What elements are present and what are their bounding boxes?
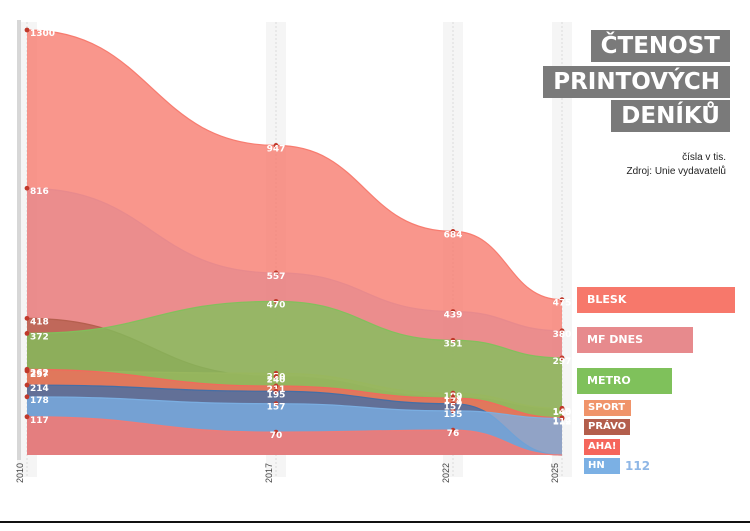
data-point bbox=[24, 185, 30, 191]
bottom-rule bbox=[0, 521, 750, 523]
data-label: 557 bbox=[267, 272, 286, 282]
data-point bbox=[450, 427, 456, 433]
data-point bbox=[273, 383, 279, 389]
data-label: 112 bbox=[553, 417, 572, 427]
data-point bbox=[273, 388, 279, 394]
data-point bbox=[24, 414, 30, 420]
data-point bbox=[450, 390, 456, 396]
data-point bbox=[559, 355, 565, 361]
legend-pravo: PRÁVO bbox=[584, 419, 630, 435]
series-line-mf-dnes bbox=[26, 187, 563, 332]
data-label: 135 bbox=[444, 410, 463, 420]
series-line-aha- bbox=[26, 368, 563, 419]
data-point bbox=[24, 366, 30, 372]
data-point bbox=[559, 297, 565, 303]
data-point bbox=[273, 270, 279, 276]
data-point bbox=[559, 415, 565, 421]
data-label: 177 bbox=[444, 396, 463, 406]
data-point bbox=[559, 406, 565, 412]
data-point bbox=[450, 395, 456, 401]
x-tick-label: 2010 bbox=[15, 463, 25, 483]
data-label: 157 bbox=[444, 403, 463, 413]
data-label: 117 bbox=[30, 416, 49, 426]
legend-hn: HN bbox=[584, 458, 620, 474]
data-label: 114 bbox=[553, 417, 572, 427]
data-point bbox=[273, 401, 279, 407]
series-area-hn-base- bbox=[27, 416, 562, 455]
data-label: 214 bbox=[30, 384, 49, 394]
series-line-hn bbox=[26, 396, 563, 419]
data-label: 140 bbox=[553, 408, 572, 418]
data-label: 684 bbox=[444, 230, 463, 240]
data-point bbox=[24, 27, 30, 33]
data-label: 439 bbox=[444, 310, 463, 320]
data-label: 240 bbox=[267, 376, 286, 386]
source-note: Zdroj: Unie vydavatelů bbox=[626, 166, 727, 177]
x-tick-label: 2017 bbox=[264, 463, 274, 483]
data-label: 297 bbox=[553, 357, 572, 367]
series-line-hn-base- bbox=[26, 416, 563, 456]
chart-title-line-1: ČTENOST bbox=[590, 30, 730, 62]
data-label: 70 bbox=[270, 431, 283, 441]
data-point bbox=[450, 228, 456, 234]
data-label: 372 bbox=[30, 332, 49, 342]
left-axis bbox=[17, 20, 21, 460]
data-point bbox=[24, 394, 30, 400]
data-point bbox=[24, 330, 30, 336]
data-point bbox=[450, 401, 456, 407]
data-point bbox=[24, 382, 30, 388]
data-label: 947 bbox=[267, 144, 286, 154]
data-label: 470 bbox=[267, 300, 286, 310]
data-label: 351 bbox=[444, 339, 463, 349]
data-label: 178 bbox=[30, 396, 49, 406]
data-point bbox=[450, 408, 456, 414]
data-point bbox=[273, 298, 279, 304]
chart-title-line-3: DENÍKŮ bbox=[611, 100, 730, 132]
legend-blesk: BLESK bbox=[577, 287, 735, 313]
series-line-metro bbox=[26, 300, 563, 359]
data-label: 380 bbox=[553, 330, 572, 340]
series-line-blesk bbox=[26, 29, 563, 301]
data-point bbox=[273, 429, 279, 435]
data-label: 157 bbox=[267, 403, 286, 413]
data-label: 262 bbox=[30, 368, 49, 378]
data-point bbox=[273, 143, 279, 148]
data-label: 1300 bbox=[30, 29, 55, 39]
data-label: 257 bbox=[30, 370, 49, 380]
legend-aha: AHA! bbox=[584, 439, 620, 455]
x-tick-label: 2022 bbox=[441, 463, 451, 483]
legend-sport: SPORT bbox=[584, 400, 631, 416]
units-note: čísla v tis. bbox=[682, 152, 726, 163]
data-point bbox=[450, 337, 456, 343]
data-point bbox=[24, 315, 30, 321]
data-point bbox=[273, 374, 279, 379]
data-label: 418 bbox=[30, 317, 49, 327]
data-point bbox=[450, 309, 456, 314]
legend-hn-value: 112 bbox=[625, 459, 651, 473]
data-label: 143 bbox=[553, 407, 572, 417]
data-label: 76 bbox=[447, 429, 460, 439]
data-label: 816 bbox=[30, 187, 49, 197]
data-label: 195 bbox=[267, 390, 286, 400]
legend-mf-dnes: MF DNES bbox=[577, 327, 693, 353]
data-label: 475 bbox=[553, 299, 572, 309]
x-tick-label: 2025 bbox=[550, 463, 560, 483]
data-point bbox=[559, 328, 565, 334]
legend-metro: METRO bbox=[577, 368, 672, 394]
chart-title-line-2: PRINTOVÝCH bbox=[543, 66, 730, 98]
